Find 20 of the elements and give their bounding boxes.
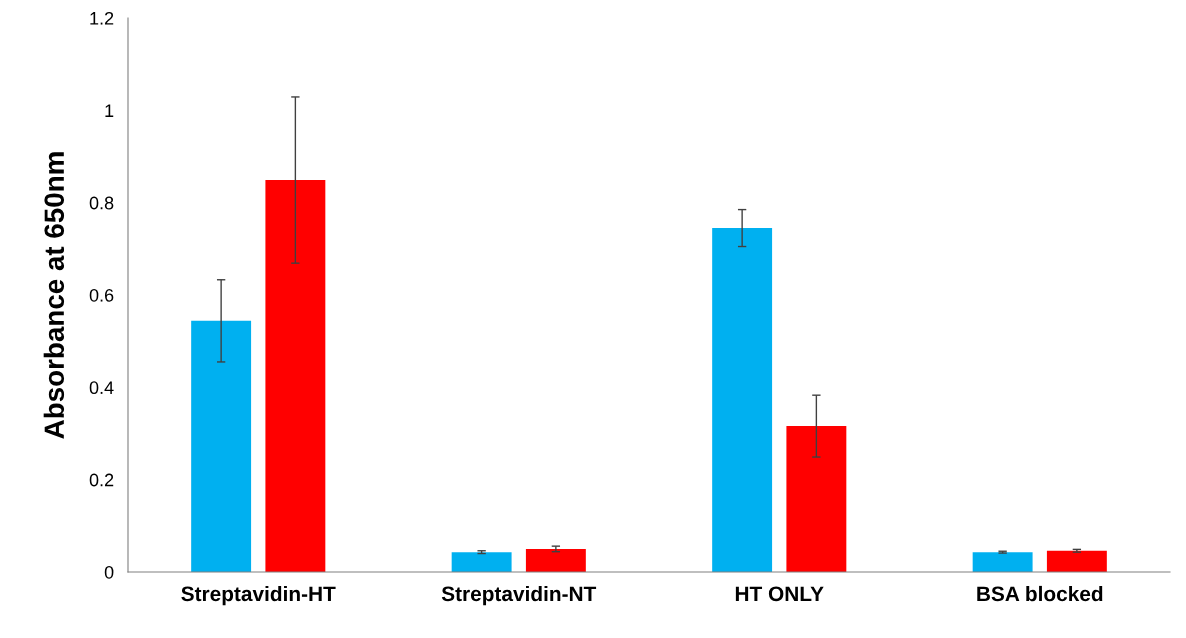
y-tick-label: 0.4 (89, 381, 114, 395)
bar (972, 552, 1033, 572)
x-tick-label: HT ONLY (735, 586, 824, 602)
x-tick-label: BSA blocked (977, 585, 1103, 602)
bar (525, 548, 586, 572)
bar (265, 180, 326, 572)
bar (712, 228, 773, 572)
y-tick-label: 1.2 (90, 11, 114, 25)
x-tick-label: Streptavidin-HT (181, 585, 336, 606)
bar (191, 320, 252, 572)
y-tick-label: 0 (104, 565, 114, 579)
bar (1046, 550, 1107, 572)
y-tick-label: 0.2 (89, 473, 114, 487)
y-tick-label: 1 (105, 104, 114, 117)
y-tick-label: 0.8 (89, 196, 114, 210)
bar (451, 552, 512, 572)
x-tick-label: Streptavidin-NT (441, 585, 597, 606)
y-tick-label: 0.6 (89, 288, 114, 302)
bar (786, 426, 847, 572)
y-axis-title: Absorbance at 650nm (43, 152, 65, 439)
